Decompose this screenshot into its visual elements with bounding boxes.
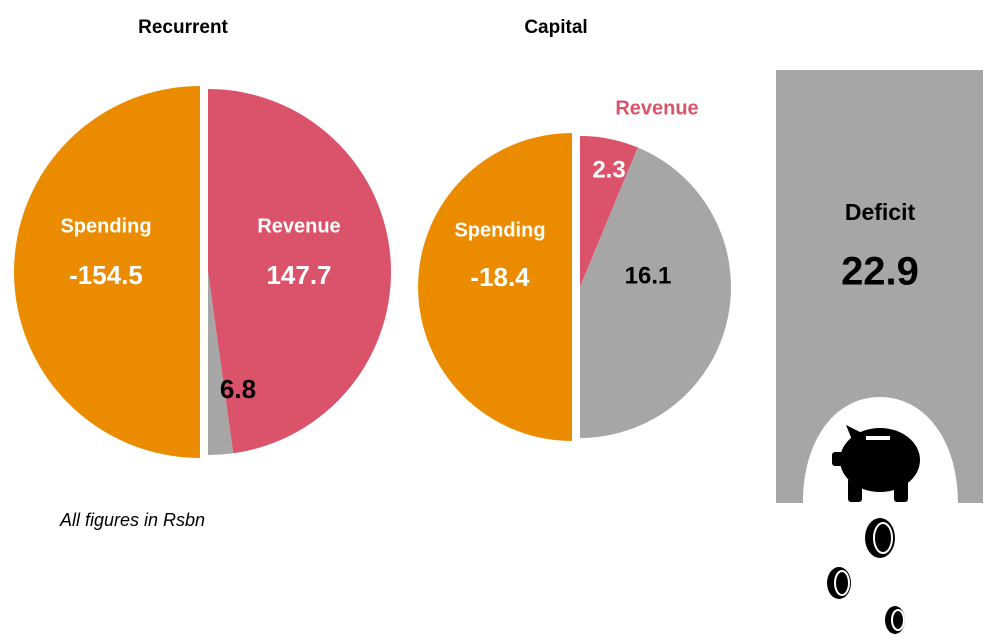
deficit-label: Deficit [845,199,916,225]
slice-name: Revenue [615,97,698,119]
pie-slice [580,136,638,287]
deficit-panel: Deficit 22.9 [776,70,983,634]
deficit-box [776,70,983,503]
slice-value: 16.1 [625,262,672,289]
pie-slice [418,133,572,441]
pie-slice [580,147,731,438]
slice-value: -154.5 [69,260,143,290]
slice-value: 6.8 [220,374,256,404]
note: All figures in Rsbn [59,510,205,530]
pie-slice [208,272,234,455]
pie-slice [14,86,200,458]
slice-value: 2.3 [592,156,625,183]
chart-title: Recurrent [138,17,228,38]
chart-title: Capital [524,17,587,38]
deficit-value: 22.9 [841,250,919,294]
pie-slice [208,89,391,454]
slice-name: Revenue [257,215,340,237]
piggy-bank-icon [832,425,920,502]
slice-value: 147.7 [266,260,331,290]
coin-icons [827,518,905,634]
slice-name: Spending [60,215,151,237]
slice-value: -18.4 [470,262,530,292]
slice-name: Spending [454,219,545,241]
